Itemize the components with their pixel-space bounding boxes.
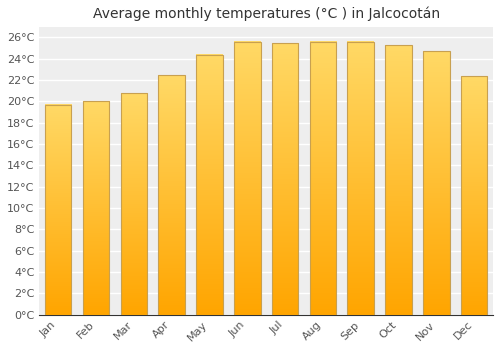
Title: Average monthly temperatures (°C ) in Jalcocotán: Average monthly temperatures (°C ) in Ja…	[92, 7, 440, 21]
Bar	[348, 42, 374, 315]
Bar	[423, 51, 450, 315]
Bar	[234, 42, 260, 315]
Bar	[272, 43, 298, 315]
Bar	[386, 45, 412, 315]
Bar	[461, 76, 487, 315]
Bar	[310, 42, 336, 315]
Bar	[158, 75, 185, 315]
Bar	[83, 102, 110, 315]
Bar	[45, 105, 72, 315]
Bar	[196, 55, 222, 315]
Bar	[120, 93, 147, 315]
